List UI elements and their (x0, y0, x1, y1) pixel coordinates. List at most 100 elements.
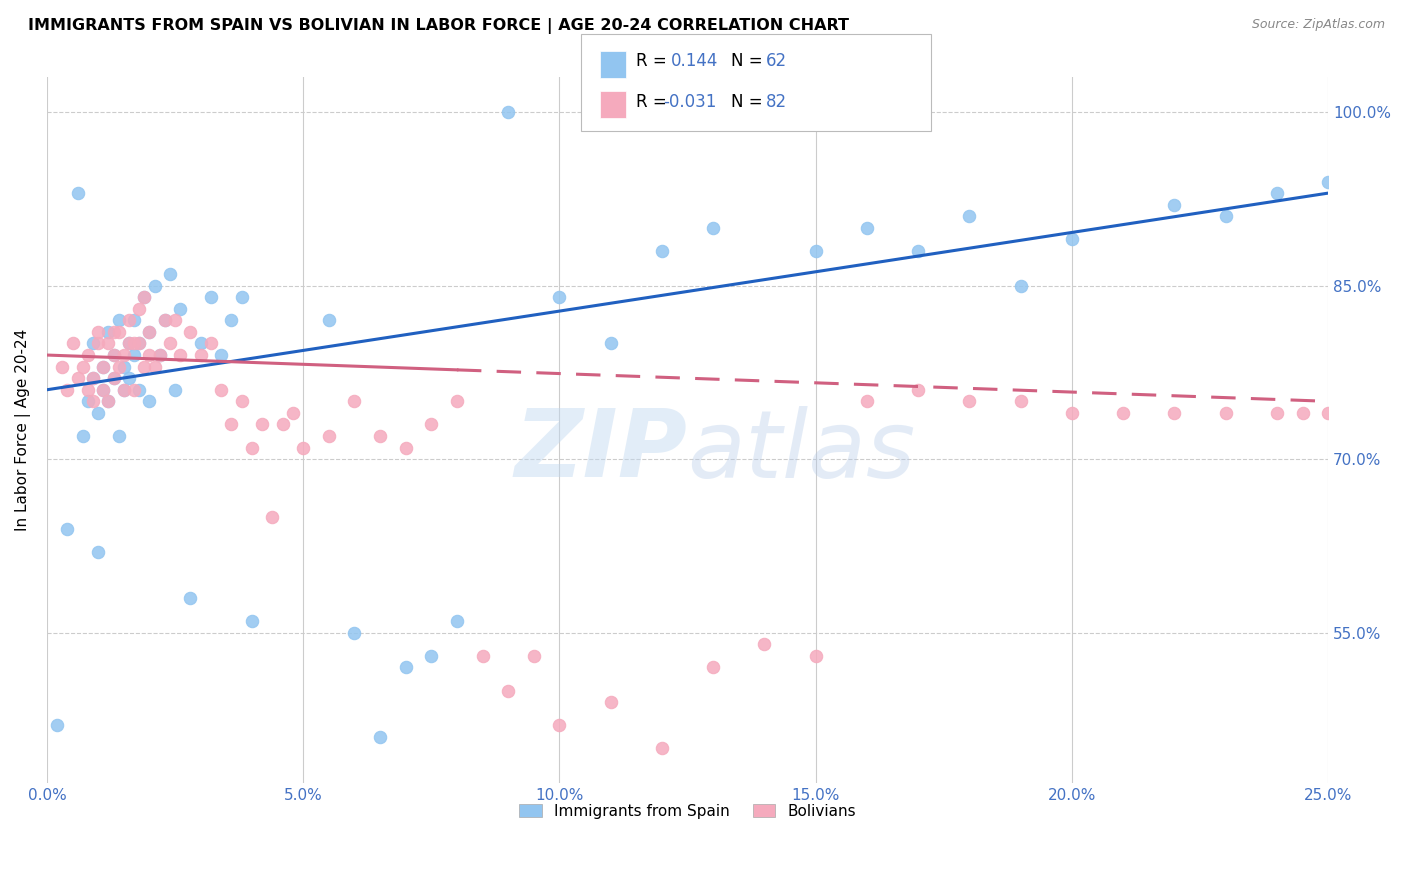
Point (1343, 406, 1365, 420)
Text: N =: N = (731, 93, 768, 112)
Point (523, 648, 546, 663)
Point (1317, 175, 1340, 189)
Point (138, 325, 160, 339)
Point (118, 313, 141, 327)
Point (292, 441, 315, 455)
Point (97, 325, 120, 339)
Text: N =: N = (731, 52, 768, 70)
Point (231, 290, 253, 304)
Point (907, 244, 929, 258)
Point (103, 371, 125, 385)
Point (159, 267, 181, 281)
Point (599, 695, 621, 709)
Point (87, 336, 110, 351)
Point (46, 718, 69, 732)
Point (343, 394, 366, 409)
Point (143, 359, 166, 374)
Point (122, 348, 145, 362)
Point (134, 359, 156, 374)
Y-axis label: In Labor Force | Age 20-24: In Labor Force | Age 20-24 (15, 329, 31, 532)
Point (93, 359, 115, 374)
Point (107, 429, 129, 443)
Point (153, 313, 176, 327)
Point (112, 359, 135, 374)
Point (93, 383, 115, 397)
Point (856, 394, 879, 409)
Point (221, 313, 243, 327)
Point (957, 394, 980, 409)
Point (1060, 232, 1083, 246)
Point (169, 348, 191, 362)
Point (107, 313, 129, 327)
Point (134, 290, 156, 304)
Point (1265, 406, 1288, 420)
Point (122, 313, 145, 327)
Point (107, 325, 129, 339)
Point (240, 614, 263, 628)
Point (702, 220, 724, 235)
Point (87, 406, 110, 420)
Point (51, 359, 73, 374)
Point (72, 359, 94, 374)
Point (1010, 394, 1032, 409)
Point (118, 336, 141, 351)
Point (231, 394, 253, 409)
Point (112, 348, 135, 362)
Point (209, 383, 232, 397)
Point (77, 394, 100, 409)
Point (200, 336, 222, 351)
Legend: Immigrants from Spain, Bolivians: Immigrants from Spain, Bolivians (513, 797, 862, 825)
Point (87, 325, 110, 339)
Point (1112, 406, 1135, 420)
Point (250, 417, 273, 432)
Point (1317, 406, 1340, 420)
Point (548, 290, 571, 304)
Point (804, 648, 827, 663)
Point (343, 625, 366, 640)
Point (165, 383, 187, 397)
Point (651, 741, 673, 756)
Point (165, 313, 187, 327)
Point (200, 290, 222, 304)
Point (112, 383, 135, 397)
Point (907, 383, 929, 397)
Point (103, 348, 125, 362)
Point (271, 417, 294, 432)
Point (754, 637, 776, 651)
Point (957, 209, 980, 223)
Point (179, 325, 201, 339)
Text: R =: R = (636, 52, 672, 70)
Point (1215, 209, 1237, 223)
Point (471, 648, 494, 663)
Point (318, 313, 340, 327)
Point (368, 730, 391, 744)
Point (118, 336, 141, 351)
Point (395, 660, 418, 674)
Point (209, 348, 232, 362)
Point (138, 394, 160, 409)
Text: -0.031: -0.031 (664, 93, 717, 112)
Point (77, 383, 100, 397)
Point (1163, 406, 1185, 420)
Text: atlas: atlas (688, 406, 915, 497)
Point (134, 290, 156, 304)
Point (128, 383, 150, 397)
Point (138, 348, 160, 362)
Point (856, 220, 879, 235)
Point (190, 348, 212, 362)
Point (420, 648, 443, 663)
Text: R =: R = (636, 93, 672, 112)
Point (179, 591, 201, 605)
Point (143, 278, 166, 293)
Point (128, 336, 150, 351)
Point (240, 441, 263, 455)
Point (93, 383, 115, 397)
Point (112, 383, 135, 397)
Point (128, 301, 150, 316)
Text: ZIP: ZIP (515, 405, 688, 498)
Point (1010, 278, 1032, 293)
Point (1368, 406, 1391, 420)
Point (82, 336, 104, 351)
Point (62, 336, 84, 351)
Point (496, 683, 519, 698)
